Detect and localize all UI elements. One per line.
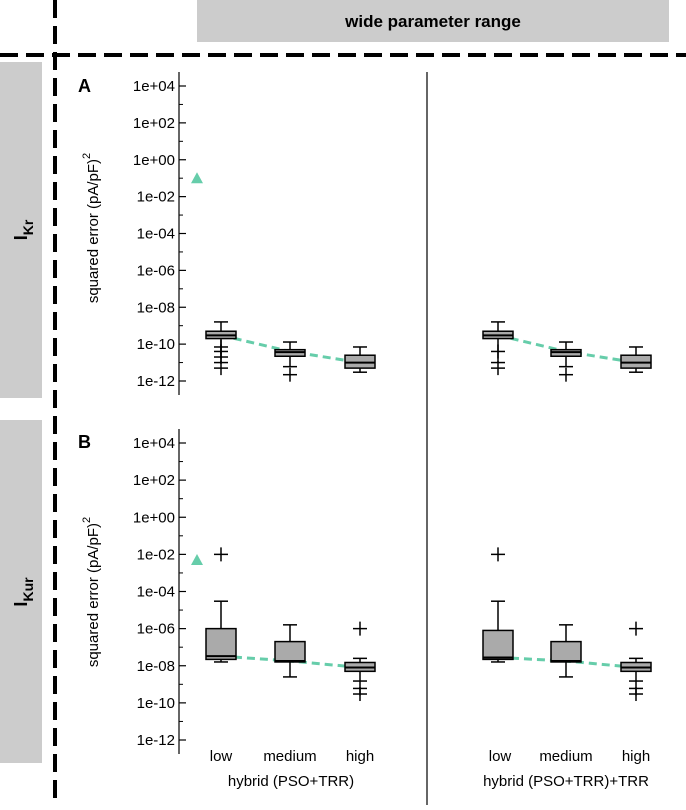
reference-triangle-marker <box>191 553 203 565</box>
y-tick-label: 1e-04 <box>137 584 175 601</box>
box-iqr <box>550 640 582 663</box>
svg-text:squared error (pA/pF)2: squared error (pA/pF)2 <box>81 153 102 303</box>
y-axis-title-a-sup: 2 <box>81 153 93 159</box>
y-tick-label: 1e-04 <box>137 226 175 243</box>
svg-text:IKur: IKur <box>11 577 36 607</box>
x-tick-label: low <box>489 748 512 765</box>
header-title: wide parameter range <box>344 12 521 31</box>
y-tick-label: 1e-08 <box>137 299 175 316</box>
row-band-ikur <box>0 420 42 763</box>
y-tick-label: 1e-06 <box>137 621 175 638</box>
group-title-left: hybrid (PSO+TRR) <box>228 773 354 790</box>
x-tick-label: high <box>346 748 374 765</box>
panel-label-b: B <box>78 432 91 452</box>
row-label-ikr-sub: Kr <box>20 219 36 235</box>
row-label-ikur-main: I <box>11 602 31 607</box>
y-tick-label: 1e-08 <box>137 658 175 675</box>
row-label-ikur: IKur <box>11 577 36 607</box>
y-tick-label: 1e+02 <box>133 115 175 132</box>
y-axis-title-b-text: squared error (pA/pF) <box>85 523 102 667</box>
y-tick-label: 1e+04 <box>133 435 175 452</box>
y-tick-label: 1e-02 <box>137 546 175 563</box>
row-label-ikr-main: I <box>11 235 31 240</box>
y-axis-title-b: squared error (pA/pF)2 <box>81 517 102 667</box>
panel-label-a: A <box>78 76 91 96</box>
y-axis-title-a-text: squared error (pA/pF) <box>85 159 102 303</box>
box-iqr <box>274 640 306 663</box>
x-tick-label: low <box>210 748 233 765</box>
row-label-ikr: IKr <box>11 219 36 240</box>
box-iqr <box>482 629 514 661</box>
row-label-ikur-sub: Kur <box>20 577 36 602</box>
reference-triangle-marker <box>191 172 203 184</box>
x-tick-label: high <box>622 748 650 765</box>
x-axis-categories-left: low medium high <box>210 748 374 765</box>
x-tick-label: medium <box>263 748 316 765</box>
y-tick-label: 1e-12 <box>137 732 175 749</box>
x-tick-label: medium <box>539 748 592 765</box>
box-iqr <box>205 627 237 661</box>
header-band <box>197 0 669 42</box>
y-tick-label: 1e+02 <box>133 472 175 489</box>
y-tick-label: 1e+00 <box>133 509 175 526</box>
y-tick-label: 1e+04 <box>133 78 175 95</box>
y-tick-label: 1e+00 <box>133 152 175 169</box>
plot-layer: 1e+04 1e+02 1e+00 1e-02 1e-04 1e-06 1e-08 1e-10… <box>133 72 652 754</box>
row-band-ikr <box>0 62 42 398</box>
y-tick-label: 1e-06 <box>137 262 175 279</box>
y-axis-title-b-sup: 2 <box>81 517 93 523</box>
y-tick-label: 1e-02 <box>137 189 175 206</box>
y-axis-title-a: squared error (pA/pF)2 <box>81 153 102 303</box>
y-tick-label: 1e-10 <box>137 695 175 712</box>
y-tick-label: 1e-10 <box>137 336 175 353</box>
x-axis-categories-right: low medium high <box>489 748 650 765</box>
svg-text:squared error (pA/pF)2: squared error (pA/pF)2 <box>81 517 102 667</box>
group-title-right: hybrid (PSO+TRR)+TRR <box>483 773 649 790</box>
y-tick-label: 1e-12 <box>137 373 175 390</box>
svg-text:IKr: IKr <box>11 219 36 240</box>
